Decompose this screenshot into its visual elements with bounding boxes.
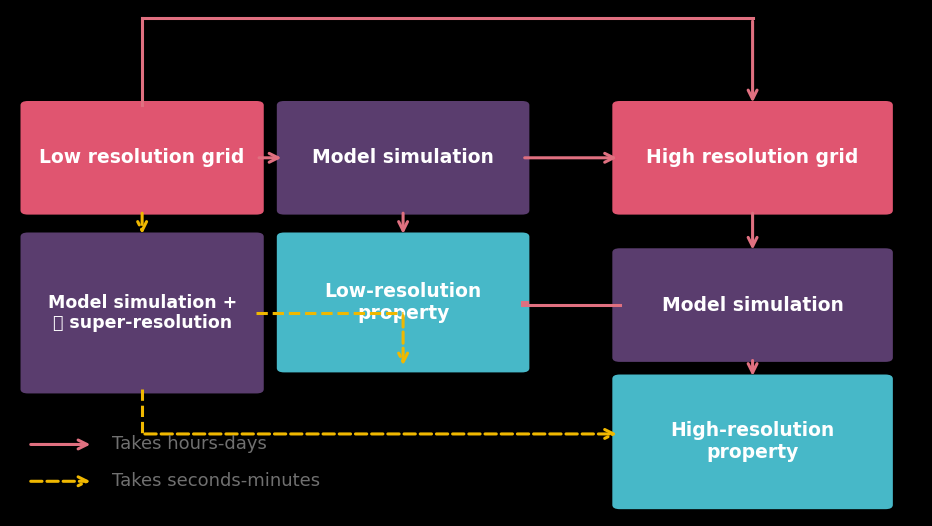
Text: Low-resolution
property: Low-resolution property: [324, 282, 482, 323]
Text: Low resolution grid: Low resolution grid: [39, 148, 245, 167]
Text: Model simulation: Model simulation: [662, 296, 843, 315]
Text: High-resolution
property: High-resolution property: [670, 421, 835, 462]
FancyBboxPatch shape: [612, 375, 893, 509]
FancyBboxPatch shape: [277, 101, 529, 215]
Text: Takes seconds-minutes: Takes seconds-minutes: [112, 472, 320, 490]
FancyBboxPatch shape: [21, 232, 264, 393]
FancyBboxPatch shape: [21, 101, 264, 215]
FancyBboxPatch shape: [277, 232, 529, 372]
Text: High resolution grid: High resolution grid: [647, 148, 858, 167]
FancyBboxPatch shape: [612, 248, 893, 362]
Text: Model simulation: Model simulation: [312, 148, 494, 167]
Text: Model simulation +
✅ super-resolution: Model simulation + ✅ super-resolution: [48, 294, 237, 332]
FancyBboxPatch shape: [612, 101, 893, 215]
Text: Takes hours-days: Takes hours-days: [112, 436, 267, 453]
